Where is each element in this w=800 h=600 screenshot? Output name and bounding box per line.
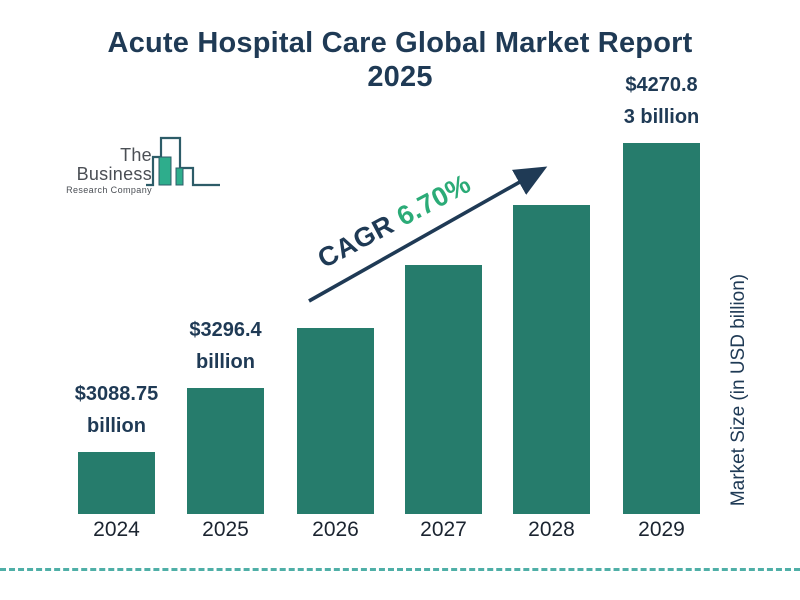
y-axis-label: Market Size (in USD billion) bbox=[728, 273, 749, 507]
page-title: Acute Hospital Care Global Market Report… bbox=[0, 26, 800, 94]
logo-subname: Research Company bbox=[66, 184, 152, 195]
company-logo: The Business Research Company bbox=[30, 128, 230, 198]
x-axis-label-2026: 2026 bbox=[312, 518, 359, 541]
x-axis-label-2027: 2027 bbox=[420, 518, 467, 541]
data-label-2024: $3088.75 billion bbox=[74, 383, 159, 437]
x-axis-label-2028: 2028 bbox=[528, 518, 575, 541]
x-axis-label-2024: 2024 bbox=[93, 518, 140, 541]
bar-chart-logo-icon bbox=[144, 130, 224, 190]
bar-2024 bbox=[78, 452, 155, 514]
company-logo-text: The Business Research Company bbox=[60, 146, 152, 195]
bar-2028 bbox=[513, 205, 590, 514]
title-line-2: 2025 bbox=[367, 61, 433, 94]
bottom-dashed-divider bbox=[0, 568, 800, 571]
logo-name: The Business bbox=[76, 145, 152, 184]
bar-2027 bbox=[405, 265, 482, 514]
data-label-2029: $4270.8 3 billion bbox=[623, 74, 700, 128]
x-axis-label-2025: 2025 bbox=[202, 518, 249, 541]
bar-2029 bbox=[623, 143, 700, 514]
title-line-1: Acute Hospital Care Global Market Report bbox=[107, 27, 693, 59]
x-axis-label-2029: 2029 bbox=[638, 518, 685, 541]
data-label-2025: $3296.4 billion bbox=[189, 319, 262, 373]
bar-2025 bbox=[187, 388, 264, 514]
bar-2026 bbox=[297, 328, 374, 514]
